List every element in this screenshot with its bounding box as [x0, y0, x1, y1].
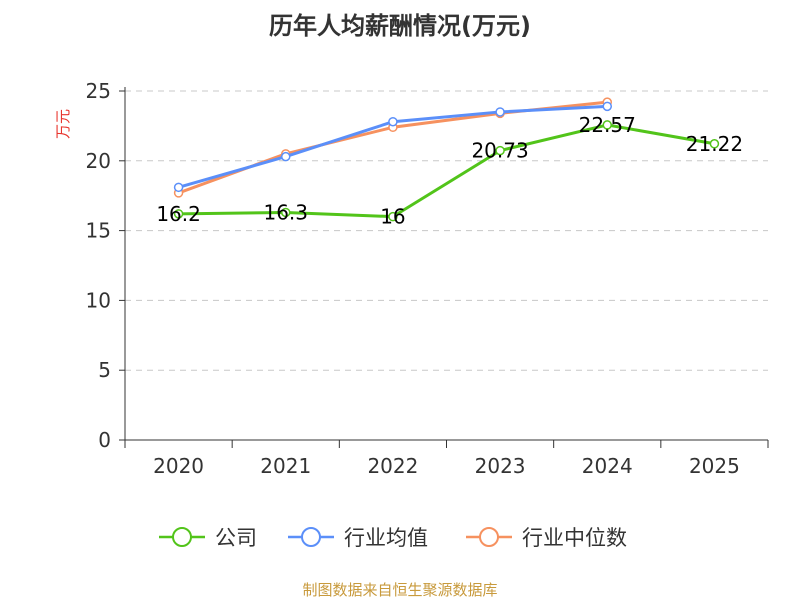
series-company — [173, 120, 720, 222]
chart-title: 历年人均薪酬情况(万元) — [269, 12, 531, 40]
x-tick-label: 2021 — [260, 454, 311, 478]
x-tick-label: 2022 — [367, 454, 418, 478]
series-industry_median — [173, 97, 612, 198]
data-point-industry_avg[interactable] — [602, 101, 612, 112]
data-label: 20.73 — [471, 139, 528, 163]
grid-lines — [125, 90, 768, 371]
data-point-industry_avg[interactable] — [281, 151, 291, 162]
data-point-industry_avg[interactable] — [495, 107, 505, 117]
data-label: 16.3 — [263, 200, 308, 224]
series-line-industry_median — [178, 100, 608, 195]
data-labels: 16.2 16.3 16 20.73 22.57 21.22 — [156, 113, 743, 229]
data-point-industry_avg[interactable] — [388, 116, 398, 127]
legend-circle-icon — [301, 527, 321, 547]
y-tick-label: 0 — [98, 428, 111, 452]
legend-label: 公司 — [215, 526, 257, 550]
x-tick-label: 2023 — [475, 454, 526, 478]
y-tick-label: 10 — [86, 288, 111, 312]
series-industry_avg — [173, 101, 612, 193]
legend-circle-icon — [479, 527, 499, 547]
data-label: 16.2 — [156, 202, 201, 226]
series-lines — [173, 97, 720, 222]
x-tick-label: 2020 — [153, 454, 204, 478]
data-point-company[interactable] — [281, 207, 291, 218]
data-point-company[interactable] — [388, 211, 398, 222]
series-line-company — [178, 123, 715, 219]
data-point-company[interactable] — [602, 120, 612, 130]
y-tick-label: 5 — [98, 358, 111, 382]
data-point-company[interactable] — [495, 145, 505, 156]
y-tick-label: 15 — [86, 219, 111, 243]
legend-label: 行业中位数 — [522, 526, 627, 550]
data-label: 22.57 — [579, 113, 636, 137]
legend-circle-icon — [172, 527, 192, 547]
data-point-company[interactable] — [709, 139, 720, 149]
data-point-company[interactable] — [173, 209, 184, 219]
x-tick-label: 2025 — [689, 454, 740, 478]
y-tick-label: 25 — [86, 79, 111, 103]
legend[interactable]: 公司 行业均值 行业中位数 — [159, 526, 627, 550]
data-label: 21.22 — [686, 132, 743, 156]
legend-item-industry_avg[interactable]: 行业均值 — [288, 526, 428, 550]
legend-label: 行业均值 — [344, 526, 428, 550]
x-tick-label: 2024 — [582, 454, 633, 478]
y-tick-label: 20 — [86, 149, 111, 173]
data-label: 16 — [380, 205, 405, 229]
y-axis-label: 万元 — [54, 109, 72, 139]
legend-item-industry_median[interactable]: 行业中位数 — [466, 526, 627, 550]
legend-item-company[interactable]: 公司 — [159, 526, 257, 550]
data-point-industry_avg[interactable] — [173, 182, 184, 193]
data-source-note: 制图数据来自恒生聚源数据库 — [302, 581, 497, 599]
